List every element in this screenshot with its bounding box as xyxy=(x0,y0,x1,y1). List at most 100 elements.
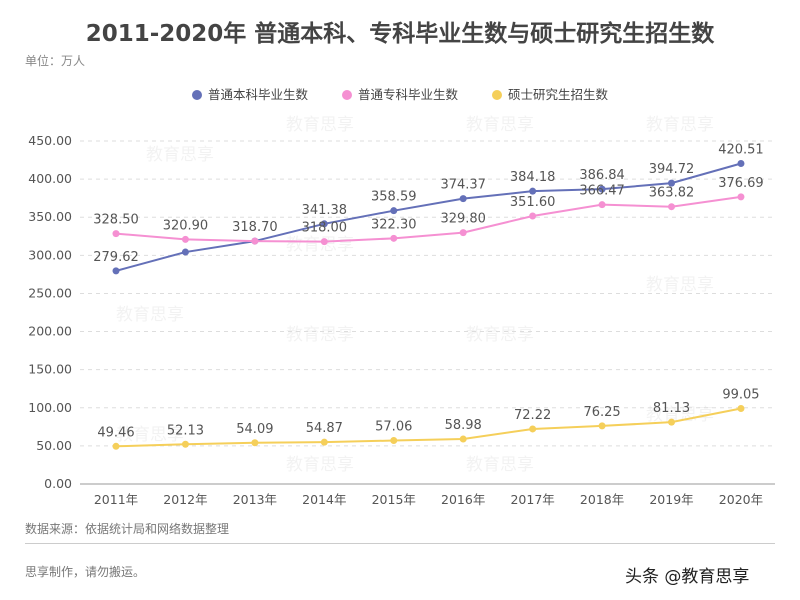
data-label: 58.98 xyxy=(445,418,482,433)
data-label: 54.87 xyxy=(306,421,343,436)
watermark: 教育思享 xyxy=(466,325,534,345)
data-label: 394.72 xyxy=(649,162,695,177)
data-point xyxy=(112,267,120,275)
data-point xyxy=(598,201,606,209)
data-point xyxy=(320,438,328,446)
y-tick-label: 400.00 xyxy=(28,171,72,186)
x-tick-label: 2019年 xyxy=(649,492,693,507)
x-tick-label: 2016年 xyxy=(441,492,485,507)
legend-label: 硕士研究生招生数 xyxy=(508,87,609,102)
brand-label: 头条 @教育思享 xyxy=(625,567,750,587)
data-point xyxy=(320,220,328,228)
data-point xyxy=(390,207,398,215)
y-tick-label: 150.00 xyxy=(28,362,72,377)
watermark: 教育思享 xyxy=(286,235,354,255)
y-tick-label: 250.00 xyxy=(28,285,72,300)
watermark: 教育思享 xyxy=(146,145,214,165)
watermark: 教育思享 xyxy=(646,275,714,295)
data-label: 328.50 xyxy=(93,213,139,228)
data-label: 57.06 xyxy=(375,420,412,435)
x-tick-label: 2014年 xyxy=(302,492,346,507)
x-tick-label: 2012年 xyxy=(163,492,207,507)
data-label: 279.62 xyxy=(93,250,139,265)
y-tick-label: 200.00 xyxy=(28,324,72,339)
x-tick-label: 2020年 xyxy=(719,492,763,507)
watermark: 教育思享 xyxy=(286,325,354,345)
legend-item[interactable]: 普通专科毕业生数 xyxy=(341,84,458,103)
y-tick-label: 300.00 xyxy=(28,247,72,262)
data-point xyxy=(459,435,467,443)
x-tick-label: 2013年 xyxy=(233,492,277,507)
watermark: 教育思享 xyxy=(646,115,714,135)
legend-marker xyxy=(191,90,202,100)
data-label: 52.13 xyxy=(167,423,204,438)
y-tick-label: 350.00 xyxy=(28,209,72,224)
data-point xyxy=(251,439,259,447)
data-point xyxy=(598,185,606,193)
legend: 普通本科毕业生数 普通专科毕业生数 硕士研究生招生数 xyxy=(0,84,800,103)
data-label: 329.80 xyxy=(440,212,486,227)
data-point xyxy=(459,195,467,203)
x-tick-label: 2015年 xyxy=(372,492,416,507)
data-point xyxy=(668,418,676,426)
series-line xyxy=(115,195,742,243)
credit-note: 思享制作，请勿搬运。 xyxy=(25,565,146,579)
x-tick-label: 2017年 xyxy=(510,492,554,507)
x-tick-label: 2018年 xyxy=(580,492,624,507)
data-point xyxy=(737,193,745,201)
watermark: 教育思享 xyxy=(286,455,354,475)
data-point xyxy=(737,159,745,167)
legend-item[interactable]: 普通本科毕业生数 xyxy=(191,84,308,103)
data-point xyxy=(181,235,189,243)
data-label: 318.00 xyxy=(302,221,348,236)
data-point xyxy=(459,229,467,237)
data-label: 49.46 xyxy=(97,425,134,440)
legend-marker xyxy=(341,90,352,100)
data-label: 81.13 xyxy=(653,401,690,416)
data-point xyxy=(598,422,606,430)
data-label: 318.70 xyxy=(232,220,278,235)
data-point xyxy=(529,425,537,433)
data-label: 76.25 xyxy=(583,405,620,420)
source-note: 数据来源：依据统计局和网络数据整理 xyxy=(25,522,230,536)
y-tick-label: 100.00 xyxy=(28,400,72,415)
data-label: 386.84 xyxy=(579,168,625,183)
data-label: 341.38 xyxy=(302,203,348,218)
data-label: 358.59 xyxy=(371,190,417,205)
y-tick-label: 450.00 xyxy=(28,133,72,148)
data-label: 72.22 xyxy=(514,408,551,423)
data-point xyxy=(668,179,676,187)
series-line xyxy=(115,407,742,448)
legend-label: 普通本科毕业生数 xyxy=(207,87,308,102)
watermark: 教育思享 xyxy=(466,115,534,135)
data-label: 320.90 xyxy=(163,218,209,233)
watermark: 教育思享 xyxy=(286,115,354,135)
data-point xyxy=(251,237,259,245)
data-label: 366.47 xyxy=(579,184,625,199)
y-tick-label: 0.00 xyxy=(44,476,72,491)
watermark: 教育思享 xyxy=(646,405,714,425)
x-tick-label: 2011年 xyxy=(94,492,138,507)
data-point xyxy=(737,405,745,413)
unit-label: 单位：万人 xyxy=(25,54,86,68)
data-point xyxy=(390,437,398,445)
data-point xyxy=(181,248,189,256)
watermark: 教育思享 xyxy=(116,425,184,445)
data-label: 322.30 xyxy=(371,217,417,232)
watermark: 教育思享 xyxy=(466,455,534,475)
data-label: 351.60 xyxy=(510,195,556,210)
data-label: 363.82 xyxy=(649,186,695,201)
divider xyxy=(25,543,775,544)
data-point xyxy=(112,230,120,238)
data-point xyxy=(668,203,676,211)
series-line xyxy=(115,162,742,272)
data-label: 54.09 xyxy=(236,422,273,437)
legend-label: 普通专科毕业生数 xyxy=(357,87,458,102)
data-label: 374.37 xyxy=(440,178,486,193)
legend-item[interactable]: 硕士研究生招生数 xyxy=(492,84,608,103)
data-point xyxy=(529,187,537,195)
data-point xyxy=(320,238,328,246)
y-tick-label: 50.00 xyxy=(36,438,72,453)
data-label: 376.69 xyxy=(718,176,764,191)
